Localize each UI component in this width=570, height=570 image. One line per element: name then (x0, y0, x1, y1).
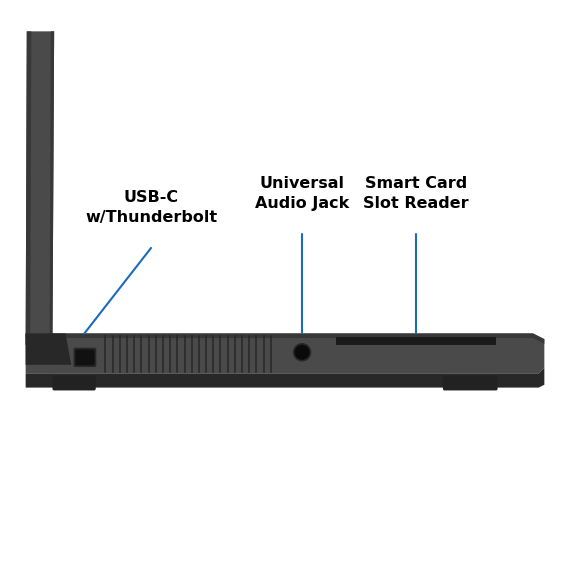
Polygon shape (26, 333, 544, 373)
FancyBboxPatch shape (52, 376, 96, 390)
Text: USB-C
w/Thunderbolt: USB-C w/Thunderbolt (85, 190, 217, 225)
Polygon shape (26, 368, 544, 388)
Polygon shape (26, 333, 544, 344)
FancyBboxPatch shape (443, 376, 498, 390)
Circle shape (294, 344, 311, 361)
Polygon shape (50, 31, 54, 345)
FancyBboxPatch shape (74, 348, 96, 367)
Text: Universal
Audio Jack: Universal Audio Jack (255, 176, 349, 211)
Circle shape (295, 345, 309, 359)
FancyBboxPatch shape (75, 349, 95, 365)
Bar (336, 337, 496, 345)
Polygon shape (26, 31, 31, 345)
Polygon shape (26, 31, 54, 345)
Polygon shape (26, 333, 71, 365)
Text: Smart Card
Slot Reader: Smart Card Slot Reader (363, 176, 469, 211)
